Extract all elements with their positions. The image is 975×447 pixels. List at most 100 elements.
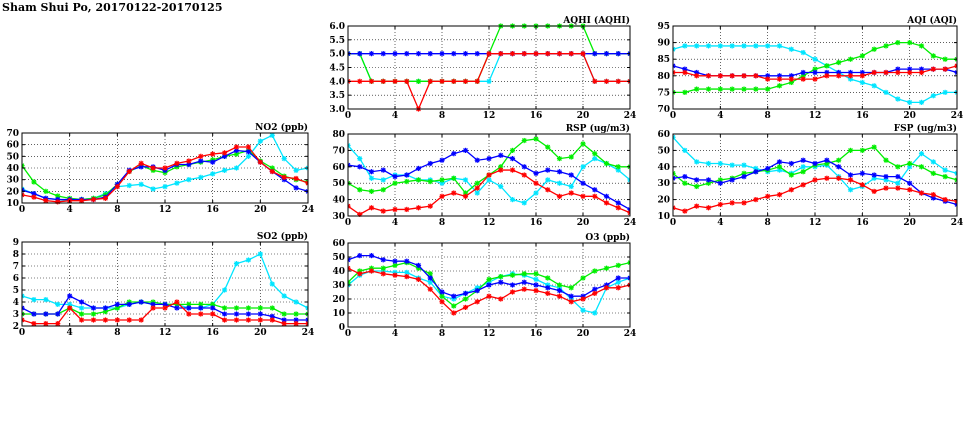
data-point: [753, 73, 759, 79]
data-point: [907, 99, 913, 105]
data-point: [392, 174, 398, 180]
data-point: [439, 289, 445, 295]
data-point: [404, 206, 410, 213]
data-point: [603, 200, 610, 206]
data-point: [462, 51, 469, 57]
x-tick-label: 8: [114, 328, 120, 338]
x-tick-label: 8: [439, 329, 445, 339]
data-point: [198, 305, 204, 311]
data-point: [269, 305, 275, 311]
data-point: [348, 257, 351, 263]
data-point: [545, 187, 551, 193]
data-point: [603, 78, 610, 84]
data-point: [812, 177, 818, 183]
data-point: [498, 274, 504, 280]
data-point: [210, 311, 216, 317]
data-point: [753, 86, 759, 92]
chart-title: NO2 (ppb): [255, 122, 308, 133]
data-point: [415, 78, 422, 84]
y-tick-label: 10: [657, 212, 670, 222]
data-point: [509, 167, 516, 173]
data-point: [245, 317, 252, 323]
data-point: [198, 311, 204, 317]
y-tick-label: 80: [657, 72, 670, 82]
data-point: [895, 180, 901, 186]
data-point: [615, 164, 621, 170]
data-point: [404, 78, 410, 84]
data-point: [776, 164, 783, 170]
data-point: [114, 301, 120, 307]
chart-title: SO2 (ppb): [257, 231, 308, 242]
data-point: [694, 86, 700, 92]
data-point: [871, 83, 877, 89]
data-point: [357, 156, 363, 162]
data-point: [545, 144, 551, 150]
data-point: [257, 251, 263, 257]
data-point: [174, 180, 180, 186]
data-point: [788, 187, 794, 193]
data-point: [694, 159, 700, 165]
data-point: [305, 305, 308, 311]
data-point: [462, 147, 469, 153]
data-point: [615, 78, 621, 84]
data-point: [592, 156, 598, 162]
data-point: [509, 272, 516, 278]
data-point: [126, 301, 132, 307]
data-point: [705, 160, 712, 167]
chart-title: O3 (ppb): [585, 232, 630, 243]
data-point: [210, 301, 216, 307]
data-point: [221, 317, 228, 323]
data-point: [788, 172, 794, 178]
data-point: [907, 187, 913, 193]
y-tick-label: 50: [332, 253, 345, 263]
data-point: [753, 197, 759, 203]
data-point: [348, 265, 351, 271]
data-point: [474, 288, 480, 294]
y-tick-label: 6.0: [329, 22, 345, 32]
data-point: [380, 257, 386, 263]
data-point: [907, 180, 913, 186]
data-point: [486, 177, 492, 183]
data-point: [556, 169, 563, 175]
data-point: [521, 271, 527, 277]
data-point: [800, 182, 806, 188]
data-point: [603, 285, 610, 291]
data-point: [694, 43, 700, 49]
data-point: [368, 51, 375, 57]
x-tick-label: 0: [345, 329, 351, 339]
data-point: [474, 180, 480, 186]
y-tick-label: 90: [657, 39, 670, 49]
data-point: [800, 164, 806, 170]
x-tick-label: 4: [67, 205, 73, 215]
data-point: [474, 185, 480, 191]
data-point: [776, 76, 783, 82]
data-point: [521, 279, 527, 285]
data-point: [368, 175, 375, 181]
data-point: [753, 43, 759, 49]
data-point: [150, 186, 156, 192]
data-point: [592, 51, 598, 57]
data-point: [198, 158, 204, 164]
data-point: [174, 305, 180, 311]
data-point: [22, 317, 25, 323]
y-tick-label: 30: [657, 179, 670, 189]
x-tick-label: 24: [302, 328, 315, 338]
x-tick-label: 4: [717, 218, 723, 228]
data-point: [126, 168, 132, 175]
data-point: [486, 293, 492, 299]
data-point: [486, 156, 492, 162]
y-tick-label: 0: [339, 323, 345, 333]
data-point: [788, 76, 794, 82]
data-point: [43, 297, 49, 303]
data-point: [509, 197, 516, 203]
data-point: [392, 78, 398, 84]
data-point: [694, 183, 700, 190]
data-point: [245, 257, 252, 263]
x-tick-label: 8: [765, 111, 771, 121]
data-point: [627, 177, 630, 183]
page-title: Sham Shui Po, 20170122-20170125: [2, 1, 223, 14]
data-point: [521, 164, 527, 170]
data-point: [162, 305, 168, 311]
data-point: [741, 43, 747, 49]
data-point: [836, 59, 842, 66]
